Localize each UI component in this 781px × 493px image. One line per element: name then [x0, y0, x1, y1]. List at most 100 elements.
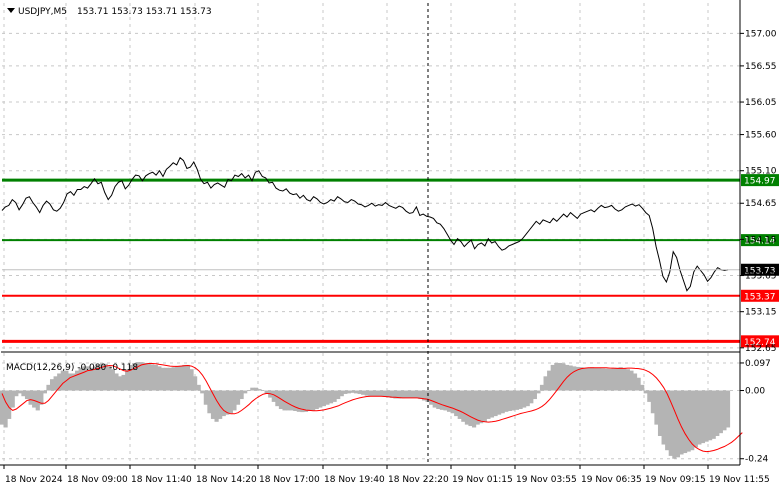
macd-histogram-bar [572, 366, 577, 391]
price-series: 153.73 [1, 156, 779, 292]
macd-histogram-bar [654, 390, 659, 425]
macd-tick-label: 0.00 [745, 387, 765, 397]
macd-histogram-bar [343, 390, 348, 394]
macd-histogram-bar [67, 373, 73, 391]
macd-histogram-bar [414, 390, 419, 398]
macd-label: MACD(12,26,9) -0.080 -0.118 [6, 363, 138, 373]
macd-histogram-bar [543, 376, 548, 391]
macd-histogram-bar [522, 390, 527, 408]
macd-histogram-bar [418, 390, 423, 400]
macd-histogram-bar [235, 390, 241, 405]
macd-histogram-bar [500, 390, 505, 414]
macd-histogram-bar [386, 390, 391, 398]
level-price-label: 154.97 [744, 177, 776, 187]
macd-histogram-bar [278, 390, 284, 409]
macd-histogram-bar [686, 390, 691, 452]
macd-histogram-bar [668, 390, 673, 456]
macd-histogram-bar [514, 390, 520, 410]
macd-histogram-bar [160, 367, 166, 391]
macd-histogram-bar [289, 390, 294, 411]
horizontal-levels[interactable]: 154.97 154.14 153.37 152.74 [2, 174, 779, 348]
macd-histogram-bar [296, 390, 301, 412]
macd-histogram-bar [42, 390, 48, 394]
price-tick-label: 157.00 [745, 29, 777, 39]
macd-histogram-bar [475, 390, 480, 425]
macd-histogram-bar [246, 390, 251, 392]
macd-histogram-bar [336, 390, 341, 400]
level-price-label: 154.14 [744, 237, 776, 247]
macd-histogram-bar [82, 366, 87, 391]
macd-histogram-bar [214, 390, 219, 422]
macd-histogram-bar [7, 390, 12, 419]
macd-histogram-bar [536, 390, 541, 394]
macd-histogram-bar [697, 390, 702, 445]
macd-histogram-bar [661, 390, 666, 445]
macd-histogram-bar [243, 390, 248, 394]
macd-histogram-bar [425, 390, 430, 402]
macd-histogram-bar [32, 390, 37, 408]
macd-histogram-bar [189, 369, 194, 391]
macd-histogram-bar [71, 373, 76, 391]
macd-histogram-bar [529, 390, 534, 404]
macd-histogram-bar [286, 390, 291, 411]
level-price-tag [741, 174, 779, 187]
macd-histogram-bar [361, 390, 366, 395]
macd-histogram-bar [400, 390, 405, 399]
macd-histogram-bar [125, 369, 130, 391]
macd-histogram-bar [200, 390, 205, 394]
macd-histogram-bar [257, 389, 262, 391]
macd-histogram-bar [579, 367, 584, 391]
time-tick-label: 18 Nov 17:00 [259, 475, 320, 485]
macd-histogram-bar [193, 376, 198, 391]
macd-histogram-bar [75, 370, 80, 391]
macd-histogram-bar [718, 390, 723, 434]
triangle-down-icon[interactable] [7, 8, 15, 13]
macd-histogram-bar [643, 390, 648, 394]
price-tick-label: 154.65 [745, 199, 777, 209]
macd-histogram-bar [436, 390, 441, 409]
macd-histogram-bar [350, 390, 355, 393]
time-tick-label: 19 Nov 01:15 [452, 475, 513, 485]
macd-indicator [0, 362, 743, 459]
macd-histogram-bar [318, 390, 323, 408]
macd-histogram-bar [622, 368, 627, 391]
macd-histogram-bar [132, 362, 137, 391]
macd-histogram-bar [225, 390, 230, 415]
macd-histogram-bar [482, 390, 487, 422]
macd-histogram-bar [690, 390, 695, 451]
time-tick-label: 19 Nov 06:35 [581, 475, 642, 485]
macd-histogram-bar [640, 384, 645, 391]
macd-histogram-bar [647, 390, 652, 402]
macd-histogram-bar [0, 390, 5, 425]
time-tick-label: 18 Nov 11:40 [131, 475, 192, 485]
level-price-label: 152.74 [744, 338, 776, 348]
time-tick-label: 18 Nov 22:20 [388, 475, 449, 485]
macd-histogram-bar [353, 390, 359, 394]
symbol-label: USDJPY,M5 [18, 7, 67, 17]
macd-histogram-bar [307, 390, 312, 411]
macd-histogram-bar [554, 362, 559, 391]
macd-histogram-bar [203, 390, 208, 405]
macd-histogram-bar [35, 390, 40, 411]
macd-histogram-bar [411, 390, 416, 398]
macd-histogram-bar [486, 390, 491, 419]
macd-histogram-bar [665, 390, 670, 451]
macd-histogram-bar [114, 373, 119, 391]
level-price-label: 153.37 [744, 292, 776, 302]
macd-histogram-bar [282, 390, 287, 411]
macd-histogram-bar [700, 390, 706, 444]
time-tick-label: 19 Nov 03:55 [516, 475, 577, 485]
macd-histogram-bar [511, 390, 516, 411]
macd-histogram-bar [525, 390, 530, 407]
macd-histogram-bar [675, 390, 681, 458]
macd-histogram-bar [39, 390, 44, 405]
macd-histogram-bar [393, 390, 398, 399]
macd-histogram-bar [421, 390, 427, 401]
price-line [1, 156, 729, 292]
macd-histogram-bar [221, 390, 226, 417]
macd-histogram-bar [46, 384, 51, 391]
time-tick-label: 19 Nov 11:55 [709, 475, 770, 485]
macd-signal-line [1, 363, 743, 453]
